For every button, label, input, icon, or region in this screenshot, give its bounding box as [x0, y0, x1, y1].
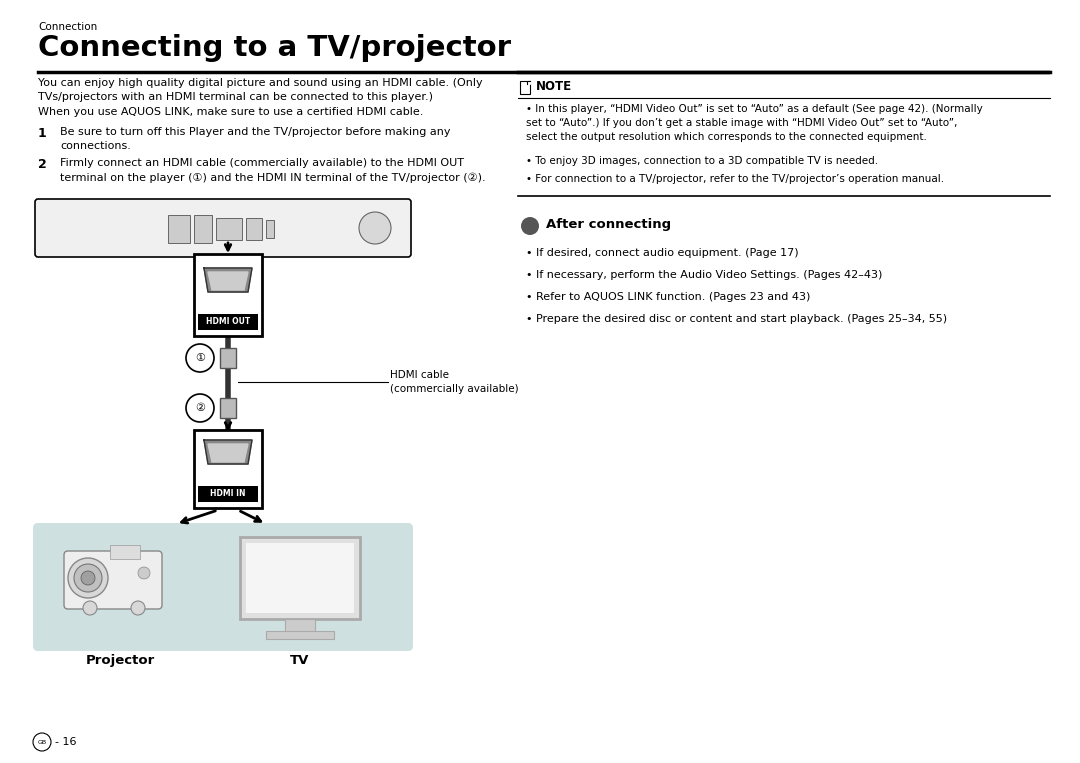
Polygon shape	[204, 440, 252, 464]
Bar	[285, 619, 315, 633]
Bar	[216, 218, 242, 240]
Circle shape	[186, 394, 214, 422]
Polygon shape	[204, 268, 252, 292]
Bar	[198, 486, 258, 502]
Text: Be sure to turn off this Player and the TV/projector before making any
connectio: Be sure to turn off this Player and the …	[60, 127, 450, 151]
Text: HDMI cable
(commercially available): HDMI cable (commercially available)	[390, 370, 518, 394]
Bar	[194, 430, 262, 508]
Circle shape	[83, 601, 97, 615]
FancyBboxPatch shape	[33, 523, 413, 651]
Polygon shape	[527, 81, 530, 84]
Circle shape	[186, 344, 214, 372]
Text: 1: 1	[38, 127, 46, 140]
Text: Connection: Connection	[38, 22, 97, 32]
Text: ②: ②	[195, 403, 205, 413]
Bar	[240, 537, 360, 619]
FancyBboxPatch shape	[64, 551, 162, 609]
Bar	[198, 314, 258, 330]
Bar	[220, 348, 237, 368]
Text: ①: ①	[195, 353, 205, 363]
Bar	[110, 545, 140, 559]
Text: Projector: Projector	[85, 654, 154, 667]
Circle shape	[68, 558, 108, 598]
Bar	[266, 631, 334, 639]
Text: Firmly connect an HDMI cable (commercially available) to the HDMI OUT
terminal o: Firmly connect an HDMI cable (commercial…	[60, 158, 486, 183]
Circle shape	[81, 571, 95, 585]
Text: • If necessary, perform the Audio Video Settings. (Pages 42–43): • If necessary, perform the Audio Video …	[526, 270, 882, 280]
Text: GB: GB	[38, 739, 46, 745]
Text: • For connection to a TV/projector, refer to the TV/projector’s operation manual: • For connection to a TV/projector, refe…	[526, 174, 944, 184]
Bar	[246, 218, 262, 240]
Text: NOTE: NOTE	[536, 80, 572, 93]
Text: • If desired, connect audio equipment. (Page 17): • If desired, connect audio equipment. (…	[526, 248, 798, 258]
Circle shape	[138, 567, 150, 579]
Bar	[194, 215, 212, 243]
Bar	[194, 254, 262, 336]
Text: • In this player, “HDMI Video Out” is set to “Auto” as a default (See page 42). : • In this player, “HDMI Video Out” is se…	[526, 104, 983, 142]
Text: TV: TV	[291, 654, 310, 667]
Bar	[168, 215, 190, 243]
Circle shape	[75, 564, 102, 592]
Bar	[266, 220, 274, 238]
Text: • Prepare the desired disc or content and start playback. (Pages 25–34, 55): • Prepare the desired disc or content an…	[526, 314, 947, 324]
Text: - 16: - 16	[55, 737, 77, 747]
Circle shape	[521, 217, 539, 235]
Text: You can enjoy high quality digital picture and sound using an HDMI cable. (Only
: You can enjoy high quality digital pictu…	[38, 78, 483, 117]
Bar	[246, 543, 354, 613]
Circle shape	[359, 212, 391, 244]
Polygon shape	[208, 272, 248, 290]
Text: HDMI IN: HDMI IN	[211, 490, 246, 498]
Circle shape	[131, 601, 145, 615]
Bar	[519, 81, 530, 94]
Bar	[220, 398, 237, 418]
Text: • To enjoy 3D images, connection to a 3D compatible TV is needed.: • To enjoy 3D images, connection to a 3D…	[526, 156, 878, 166]
Text: • Refer to AQUOS LINK function. (Pages 23 and 43): • Refer to AQUOS LINK function. (Pages 2…	[526, 292, 810, 302]
Text: 2: 2	[38, 158, 46, 171]
Text: Connecting to a TV/projector: Connecting to a TV/projector	[38, 34, 511, 62]
FancyBboxPatch shape	[35, 199, 411, 257]
Text: HDMI OUT: HDMI OUT	[206, 317, 251, 327]
Text: After connecting: After connecting	[546, 218, 671, 231]
Polygon shape	[208, 444, 248, 462]
Circle shape	[33, 733, 51, 751]
